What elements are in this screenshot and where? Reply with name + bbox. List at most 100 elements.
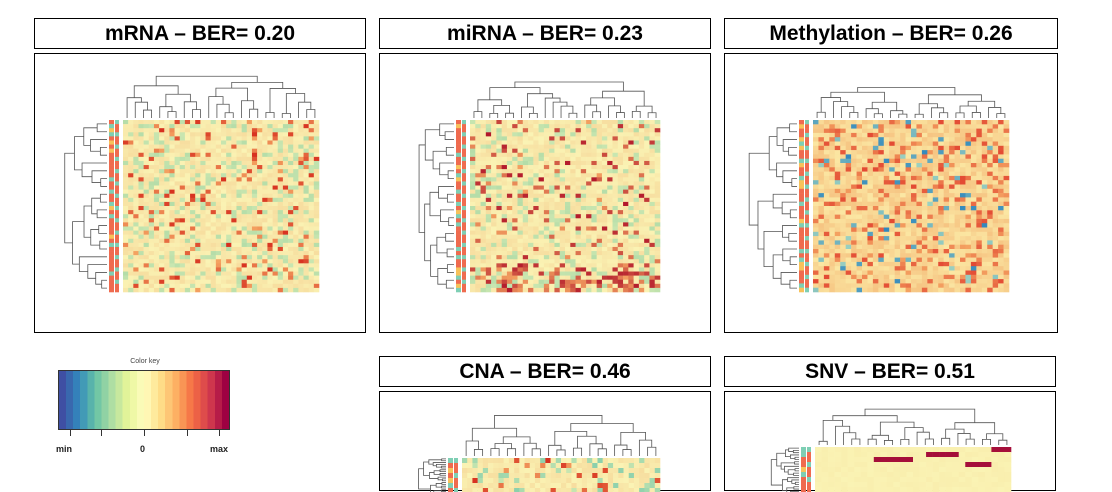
heatmap-cell bbox=[143, 210, 150, 215]
heatmap-cell bbox=[517, 156, 524, 162]
heatmap-cell bbox=[179, 246, 186, 252]
heatmap-cell bbox=[241, 140, 248, 145]
heatmap-cell bbox=[205, 128, 211, 133]
heatmap-cell bbox=[927, 261, 934, 267]
heatmap-cell bbox=[845, 184, 852, 190]
heatmap-cell bbox=[862, 270, 868, 276]
heatmap-cell bbox=[649, 193, 656, 199]
heatmap-cell bbox=[277, 197, 284, 203]
heatmap-cell bbox=[570, 230, 576, 235]
heatmap-cell bbox=[267, 263, 273, 268]
heatmap-cell bbox=[190, 246, 196, 252]
sample-annotation-cell bbox=[462, 148, 466, 154]
heatmap-cell bbox=[829, 283, 836, 288]
heatmap-cell bbox=[313, 197, 320, 203]
heatmap-cell bbox=[867, 145, 874, 151]
heatmap-cell bbox=[628, 246, 634, 252]
heatmap-cell bbox=[654, 144, 661, 149]
heatmap-cell bbox=[612, 226, 619, 231]
sample-annotation-cell bbox=[109, 222, 114, 227]
heatmap-cell bbox=[293, 189, 299, 195]
heatmap-cell bbox=[257, 259, 263, 264]
heatmap-cell bbox=[475, 222, 481, 227]
heatmap-cell bbox=[313, 275, 320, 281]
heatmap-cell bbox=[580, 283, 587, 289]
heatmap-cell bbox=[215, 251, 222, 256]
heatmap-cell bbox=[506, 124, 513, 129]
heatmap-cell bbox=[251, 201, 258, 207]
heatmap-cell bbox=[174, 226, 181, 231]
heatmap-cell bbox=[491, 189, 497, 195]
heatmap-cell bbox=[190, 275, 196, 281]
heatmap-cell bbox=[932, 231, 939, 237]
heatmap-cell bbox=[308, 230, 315, 235]
heatmap-cell bbox=[159, 283, 165, 289]
heatmap-cell bbox=[834, 283, 841, 288]
heatmap-cell bbox=[143, 263, 150, 268]
heatmap-cell bbox=[236, 201, 242, 207]
heatmap-cell bbox=[856, 120, 863, 125]
heatmap-cell bbox=[960, 253, 966, 258]
heatmap-cell bbox=[965, 249, 972, 254]
heatmap-cell bbox=[960, 154, 966, 159]
heatmap-cell bbox=[221, 246, 227, 252]
heatmap-cell bbox=[607, 287, 613, 293]
heatmap-cell bbox=[889, 141, 895, 147]
heatmap-cell bbox=[267, 255, 273, 260]
heatmap-cell bbox=[231, 132, 237, 137]
heatmap-cell bbox=[485, 242, 492, 248]
heatmap-cell bbox=[231, 160, 237, 166]
heatmap-cell bbox=[976, 223, 983, 228]
heatmap-cell bbox=[856, 175, 863, 181]
heatmap-cell bbox=[1003, 137, 1010, 142]
heatmap-cell bbox=[628, 259, 634, 264]
heatmap-cell bbox=[872, 184, 879, 190]
heatmap-cell bbox=[596, 275, 603, 281]
heatmap-cell bbox=[190, 222, 196, 227]
heatmap-cell bbox=[522, 218, 529, 223]
heatmap-cell bbox=[970, 240, 977, 245]
heatmap-cell bbox=[612, 160, 619, 166]
heatmap-cell bbox=[638, 234, 645, 240]
heatmap-cell bbox=[288, 251, 294, 256]
heatmap-cell bbox=[491, 246, 497, 252]
heatmap-cell bbox=[596, 230, 603, 235]
heatmap-cell bbox=[491, 132, 497, 137]
sample-annotation-cell bbox=[799, 184, 804, 190]
heatmap-cell bbox=[128, 242, 134, 248]
heatmap-cell bbox=[916, 223, 923, 228]
heatmap-cell bbox=[644, 234, 650, 240]
heatmap-cell bbox=[512, 201, 518, 207]
heatmap-cell bbox=[938, 188, 944, 194]
heatmap-cell bbox=[215, 242, 222, 248]
heatmap-cell bbox=[195, 246, 201, 252]
heatmap-cell bbox=[644, 458, 650, 464]
heatmap-cell bbox=[644, 189, 650, 195]
heatmap-cell bbox=[591, 160, 597, 166]
heatmap-cell bbox=[970, 261, 977, 267]
heatmap-cell bbox=[883, 128, 890, 134]
heatmap-cell bbox=[813, 231, 819, 237]
dendrogram-branch bbox=[781, 201, 797, 215]
heatmap-cell bbox=[153, 120, 160, 125]
heatmap-cell bbox=[210, 283, 217, 289]
dendrogram-branch bbox=[429, 191, 441, 217]
heatmap-cell bbox=[298, 238, 304, 244]
heatmap-cell bbox=[916, 240, 923, 245]
heatmap-cell bbox=[298, 214, 304, 219]
sample-annotation-cell bbox=[799, 141, 804, 147]
heatmap-cell bbox=[617, 267, 624, 272]
heatmap-cell bbox=[654, 165, 661, 170]
heatmap-cell bbox=[992, 175, 999, 181]
heatmap-cell bbox=[856, 236, 863, 241]
heatmap-cell bbox=[543, 259, 550, 264]
heatmap-cell bbox=[554, 251, 561, 256]
heatmap-cell bbox=[654, 193, 661, 199]
heatmap-cell bbox=[277, 283, 284, 289]
heatmap-cell bbox=[872, 175, 879, 181]
heatmap-cell bbox=[872, 128, 879, 134]
heatmap-cell bbox=[501, 132, 508, 137]
heatmap-cell bbox=[485, 218, 492, 223]
heatmap-cell bbox=[190, 226, 196, 231]
heatmap-cell bbox=[485, 128, 492, 133]
